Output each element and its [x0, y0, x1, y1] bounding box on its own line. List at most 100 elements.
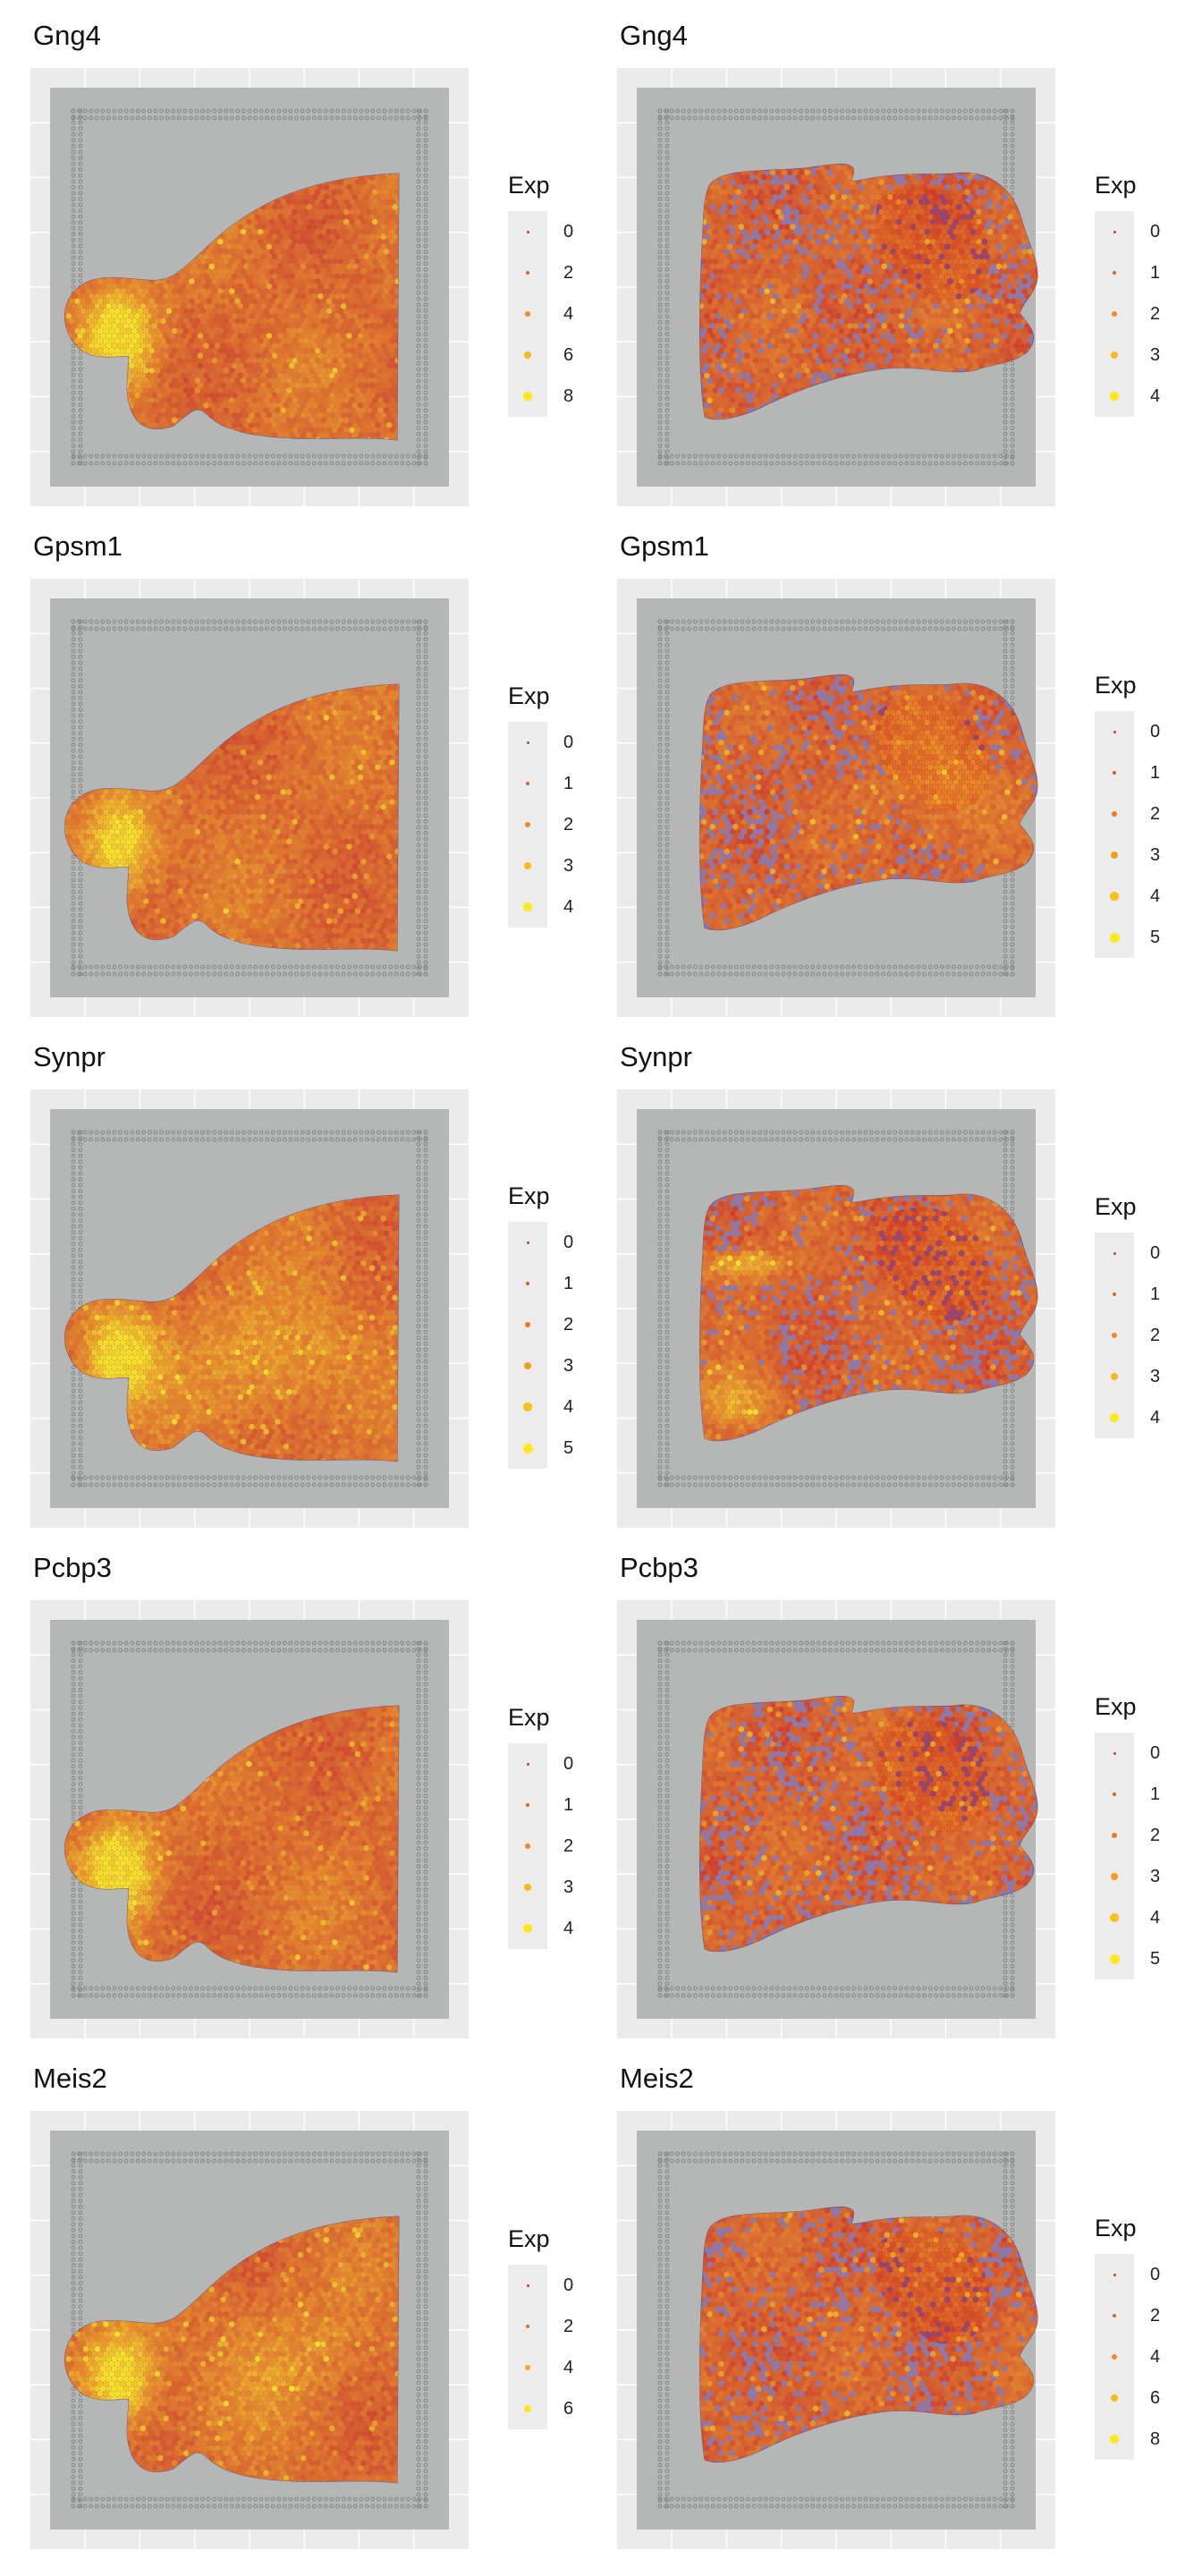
legend-dot: [524, 1321, 531, 1328]
legend-dot: [523, 1402, 532, 1411]
legend-item: 4: [1095, 376, 1160, 417]
legend-dot: [526, 2284, 529, 2287]
legend-title: Exp: [508, 172, 550, 199]
legend-label: 0: [563, 2275, 573, 2296]
legend-label: 0: [1150, 722, 1160, 742]
legend-label: 1: [563, 774, 573, 794]
plot-area: [617, 68, 1055, 506]
legend-label: 3: [563, 1877, 573, 1898]
spatial-plot-pcbp3-left: Pcbp3 Exp 0 1 2 3 4: [0, 1532, 587, 2043]
legend-dot: [522, 1443, 533, 1453]
legend-item: 4: [1095, 1897, 1160, 1938]
legend-label: 0: [563, 1233, 573, 1253]
legend-item: 1: [508, 763, 573, 804]
legend-dot: [524, 1362, 531, 1369]
plot-title: Synpr: [33, 1041, 106, 1073]
legend-item: 6: [508, 335, 573, 376]
plot-area: [617, 579, 1055, 1017]
spatial-plot-meis2-right: Meis2 Exp 0 2 4 6 8: [587, 2043, 1173, 2554]
legend-dot: [1110, 892, 1119, 901]
legend-label: 0: [1150, 1743, 1160, 1764]
legend-item: 4: [508, 293, 573, 335]
plot-area: [30, 68, 469, 506]
legend-title: Exp: [508, 2225, 550, 2253]
legend-item: 3: [1095, 1856, 1160, 1897]
legend-dot: [1110, 1913, 1119, 1922]
legend-label: 5: [1150, 928, 1160, 948]
legend-label: 4: [1150, 386, 1160, 407]
legend-item: 2: [1095, 1315, 1160, 1356]
legend-item: 2: [508, 1304, 573, 1345]
legend-item: 0: [508, 722, 573, 763]
fiducial-frame: [657, 1640, 1015, 1998]
legend-dot: [526, 741, 529, 744]
fiducial-frame: [71, 1130, 428, 1487]
fiducial-frame: [71, 2151, 428, 2509]
legend-dot: [1111, 2394, 1118, 2402]
legend-label: 4: [1150, 886, 1160, 907]
legend-dot: [1111, 310, 1118, 318]
legend-item: 3: [508, 1345, 573, 1386]
plot-title: Meis2: [620, 2063, 694, 2095]
plot-area: [30, 1089, 469, 1528]
legend-key-box: [1095, 711, 1134, 958]
legend-item: 1: [508, 1263, 573, 1304]
legend-item: 8: [1095, 2419, 1160, 2460]
legend-label: 0: [1150, 1243, 1160, 1264]
fiducial-frame: [657, 1130, 1015, 1487]
legend-item: 3: [1095, 335, 1160, 376]
legend-dot: [1111, 1373, 1118, 1380]
legend-item: 1: [1095, 752, 1160, 793]
legend-item: 5: [508, 1428, 573, 1469]
legend-label: 3: [1150, 1867, 1160, 1887]
legend-dot: [1113, 2273, 1116, 2276]
legend-dot: [1109, 1953, 1120, 1964]
legend-item: 5: [1095, 1938, 1160, 1979]
legend-title: Exp: [508, 1182, 550, 1210]
legend-dot: [1112, 1292, 1117, 1297]
legend-item: 2: [508, 2306, 573, 2347]
legend-label: 5: [1150, 1949, 1160, 1970]
legend-item: 5: [1095, 917, 1160, 958]
spatial-plot-gpsm1-left: Gpsm1 Exp 0 1 2 3 4: [0, 511, 587, 1021]
legend-item: 3: [1095, 835, 1160, 876]
legend-label: 2: [563, 263, 573, 284]
plot-title: Meis2: [33, 2063, 107, 2095]
legend-label: 6: [563, 345, 573, 366]
legend-label: 2: [563, 2317, 573, 2337]
plot-area: [617, 1089, 1055, 1528]
spatial-plot-gpsm1-right: Gpsm1 Exp 0 1 2 3 4 5: [587, 511, 1173, 1021]
legend-label: 4: [563, 2358, 573, 2378]
legend-dot: [524, 862, 531, 869]
legend-dot: [1110, 2435, 1119, 2444]
legend-label: 4: [563, 897, 573, 918]
legend-dot: [1112, 1792, 1117, 1797]
legend-label: 2: [1150, 304, 1160, 325]
legend-dot: [525, 270, 530, 275]
legend-dot: [1113, 230, 1116, 233]
fiducial-frame: [71, 619, 428, 977]
legend-item: 4: [1095, 2336, 1160, 2377]
legend-dot: [1111, 1873, 1118, 1880]
legend-dot: [524, 1843, 531, 1850]
legend-item: 1: [1095, 252, 1160, 293]
legend-item: 0: [508, 2265, 573, 2306]
legend-label: 4: [1150, 2347, 1160, 2368]
legend-dot: [1111, 810, 1118, 818]
legend-item: 2: [508, 804, 573, 845]
legend-item: 3: [508, 845, 573, 886]
legend-label: 5: [563, 1438, 573, 1459]
legend-dot: [1113, 730, 1116, 733]
spatial-plot-synpr-right: Synpr Exp 0 1 2 3 4: [587, 1021, 1173, 1532]
legend-label: 3: [1150, 1367, 1160, 1387]
legend-title: Exp: [1095, 672, 1137, 699]
legend-dot: [526, 230, 529, 233]
legend-label: 1: [1150, 263, 1160, 284]
legend-key-box: [508, 1222, 547, 1469]
legend-item: 1: [1095, 1774, 1160, 1815]
legend-dot: [1111, 1832, 1118, 1839]
plot-area: [30, 1600, 469, 2038]
legend-dot: [1113, 1251, 1116, 1255]
spatial-plot-gng4-right: Gng4 Exp 0 1 2 3 4: [587, 0, 1173, 511]
